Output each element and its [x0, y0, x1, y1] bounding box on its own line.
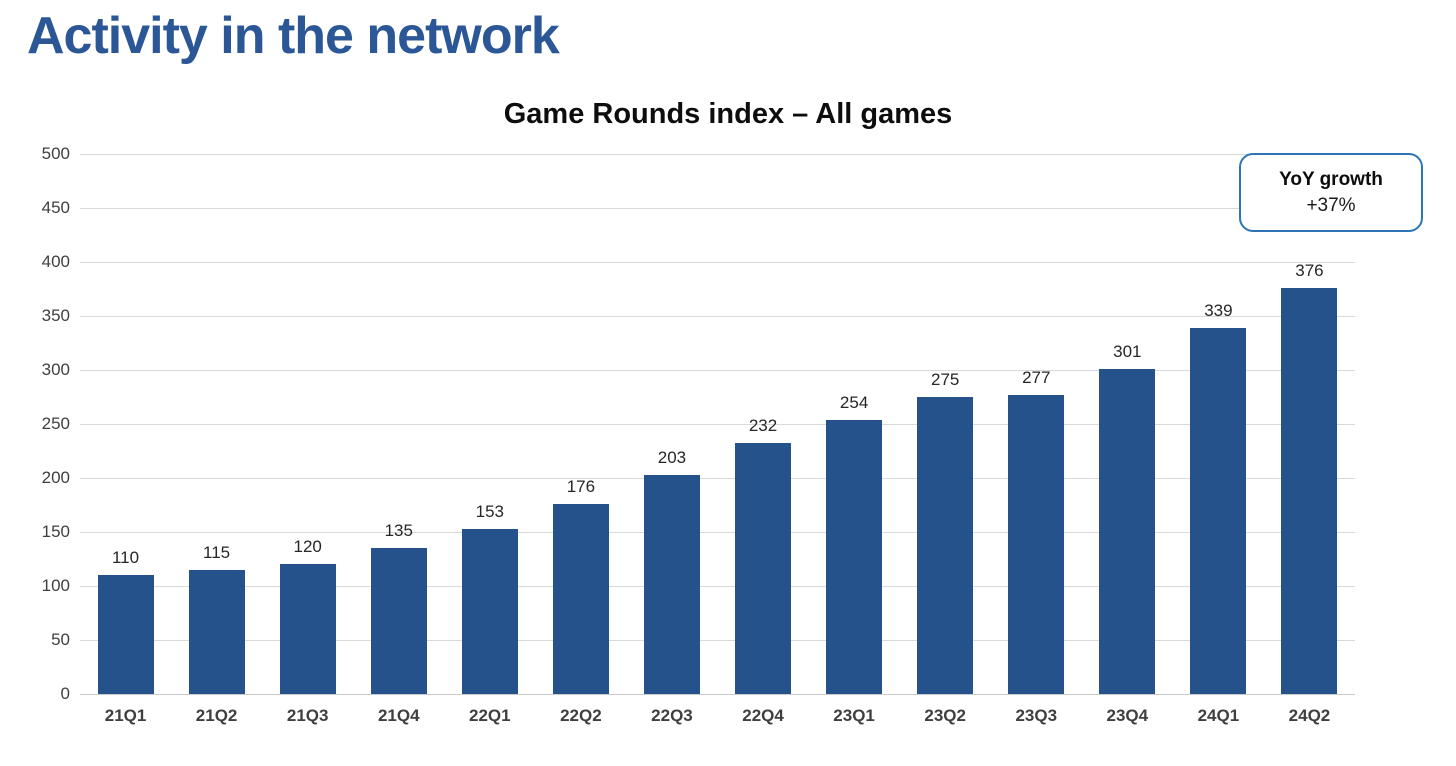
- gridline-y150: [80, 532, 1355, 533]
- bar-23Q2: [917, 397, 974, 694]
- bar-value-label: 153: [475, 501, 504, 521]
- y-axis-tick-label: 500: [41, 144, 70, 163]
- gridline-y450: [80, 208, 1355, 209]
- gridline-y50: [80, 640, 1355, 641]
- gridline-y200: [80, 478, 1355, 479]
- x-axis-tick-label: 22Q1: [469, 706, 511, 725]
- gridline-y250: [80, 424, 1355, 425]
- bar-value-label: 232: [748, 416, 778, 436]
- chart-title: Game Rounds index – All games: [503, 98, 953, 130]
- bar-value-label: 135: [384, 521, 413, 541]
- x-axis-tick-label: 21Q1: [104, 706, 147, 725]
- x-axis-tick-label: 22Q2: [560, 706, 602, 725]
- y-axis-tick-label: 150: [41, 522, 70, 541]
- bar-22Q3: [643, 474, 700, 694]
- bar-value-label: 120: [293, 537, 322, 557]
- yoy-growth-value: +37%: [1306, 194, 1356, 216]
- bar-value-label: 376: [1295, 260, 1324, 280]
- y-axis-tick-label: 450: [41, 198, 70, 217]
- x-axis-tick-label: 21Q3: [286, 706, 329, 725]
- gridline-y500: [80, 154, 1355, 155]
- bar-value-label: 275: [930, 370, 960, 389]
- bar-23Q1: [826, 419, 883, 694]
- y-axis-tick-label: 400: [41, 252, 70, 271]
- bar-21Q4: [370, 548, 427, 694]
- gridline-y400: [80, 262, 1355, 263]
- gridline-y300: [80, 370, 1355, 371]
- y-axis-tick-label: 100: [41, 576, 70, 595]
- x-axis-tick-label: 21Q2: [195, 706, 238, 725]
- x-axis-tick-label: 24Q2: [1288, 706, 1331, 725]
- bar-value-label: 254: [839, 392, 869, 412]
- bar-value-label: 339: [1204, 300, 1233, 320]
- y-axis-tick-label: 50: [51, 630, 70, 649]
- gridline-y0: [80, 694, 1355, 695]
- bar-23Q3: [1008, 394, 1065, 694]
- x-axis-tick-label: 22Q3: [651, 706, 693, 725]
- y-axis-tick-label: 300: [41, 360, 70, 379]
- y-axis-tick-label: 200: [41, 468, 70, 487]
- bar-22Q4: [735, 443, 792, 694]
- y-axis-tick-label: 250: [41, 414, 70, 433]
- x-axis-tick-label: 23Q2: [924, 706, 966, 725]
- yoy-growth-annotation: YoY growth +37%: [1239, 153, 1423, 232]
- bar-21Q1: [97, 575, 154, 694]
- bar-23Q4: [1099, 368, 1156, 694]
- y-axis-tick-label: 350: [41, 306, 70, 325]
- page-title: Activity in the network: [27, 7, 560, 65]
- yoy-growth-label: YoY growth: [1279, 168, 1383, 190]
- bar-chart-plot-area: 0 50 100 150 200 250 300 350 400 450 500 110 21Q1 115…: [42, 144, 1355, 725]
- bar-value-label: 176: [566, 476, 596, 496]
- bar-24Q1: [1190, 327, 1247, 694]
- x-axis-tick-label: 22Q4: [742, 706, 784, 725]
- gridline-y100: [80, 586, 1355, 587]
- bar-22Q1: [461, 528, 518, 694]
- x-axis-tick-label: 23Q3: [1015, 706, 1058, 725]
- bar-value-label: 115: [203, 542, 231, 562]
- bar-value-label: 301: [1113, 341, 1142, 361]
- bar-21Q2: [188, 569, 245, 694]
- bar-22Q2: [552, 503, 609, 694]
- y-axis-tick-label: 0: [60, 684, 70, 703]
- x-axis-tick-label: 23Q1: [833, 706, 875, 725]
- x-axis-tick-label: 21Q4: [377, 706, 420, 725]
- bar-24Q2: [1281, 287, 1338, 694]
- gridline-y350: [80, 316, 1355, 317]
- bar-21Q3: [279, 564, 336, 694]
- x-axis-tick-label: 23Q4: [1106, 706, 1149, 725]
- bar-value-label: 203: [657, 447, 687, 467]
- x-axis-tick-label: 24Q1: [1197, 706, 1240, 725]
- bar-value-label: 277: [1022, 367, 1051, 387]
- bar-value-label: 110: [111, 548, 140, 568]
